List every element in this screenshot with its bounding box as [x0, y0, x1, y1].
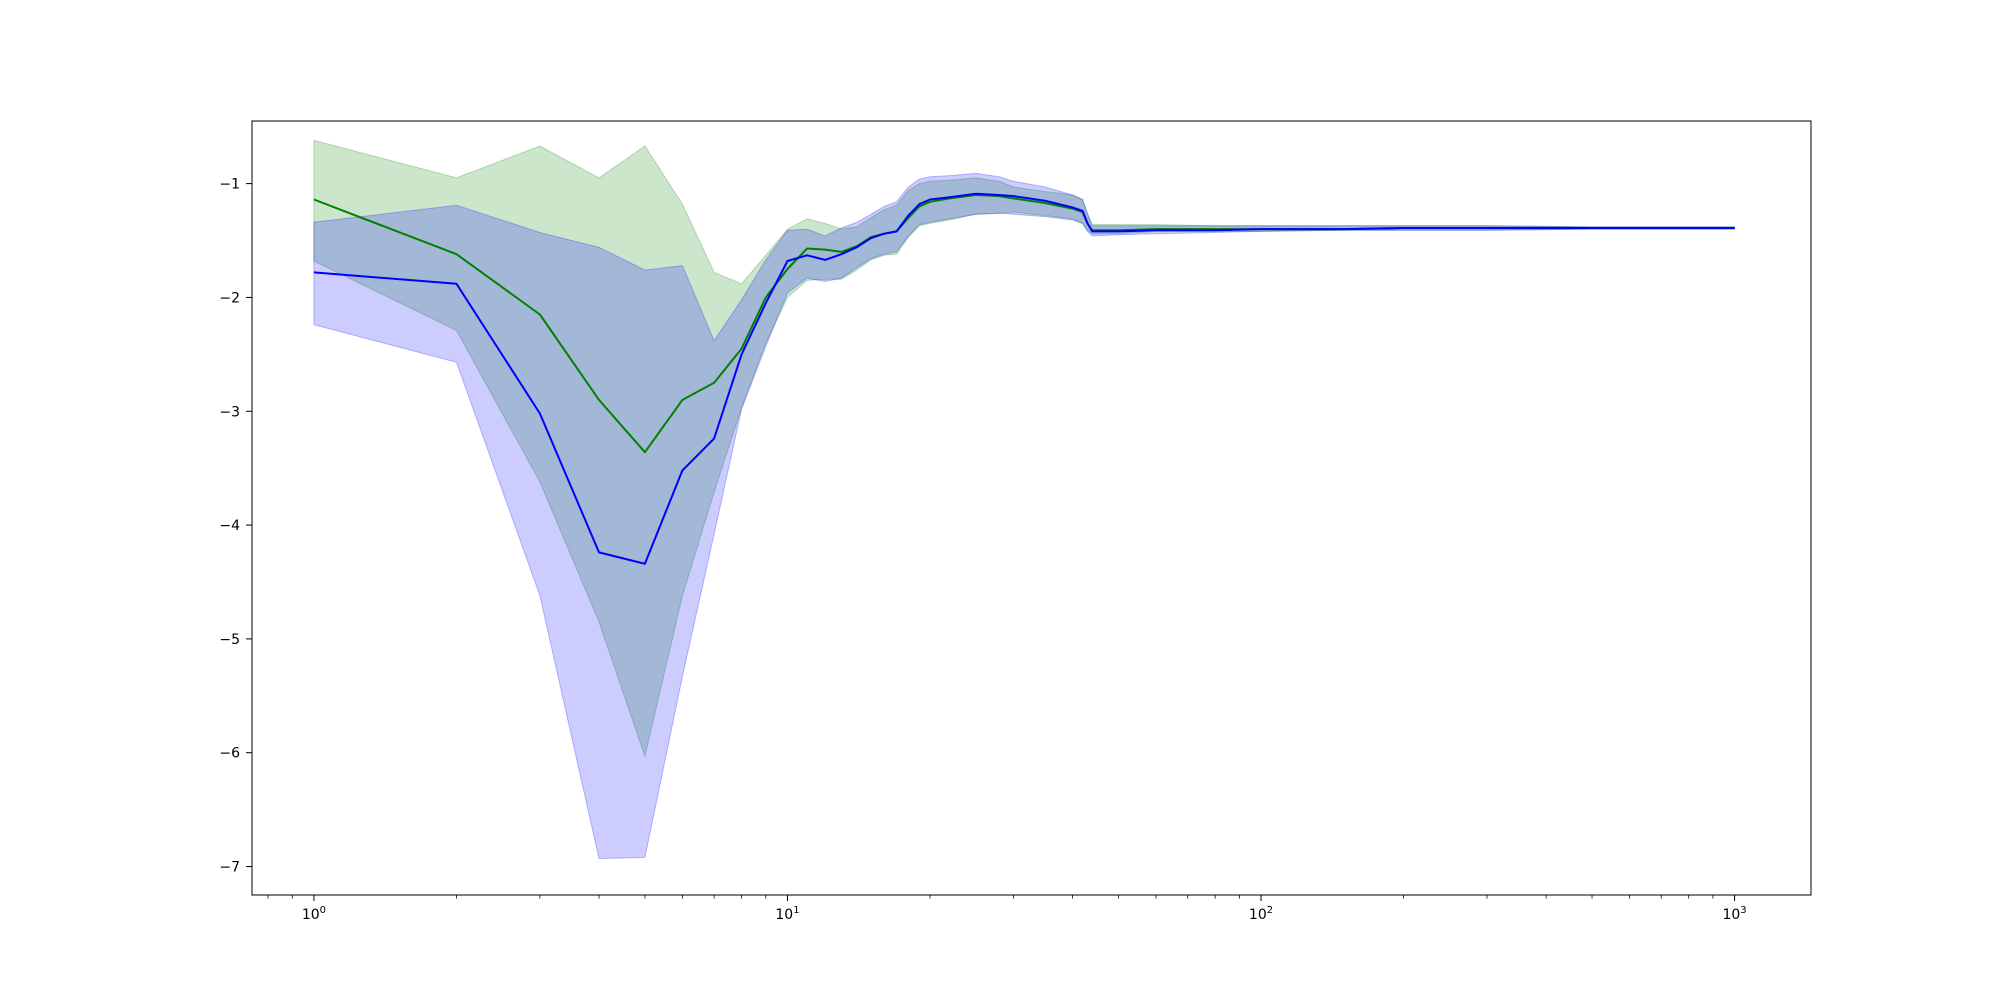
- band-series-2: [313, 172, 1736, 860]
- y-tick-label: −6: [219, 746, 240, 762]
- x-tick-label: 103: [1722, 905, 1746, 923]
- band-series-1: [313, 139, 1736, 758]
- y-tick-label: −3: [219, 404, 240, 420]
- y-tick-label: −7: [219, 860, 240, 876]
- plot-frame: [251, 120, 1812, 896]
- line-series-1: [313, 194, 1735, 454]
- line-series-2: [313, 192, 1735, 565]
- x-tick-label: 102: [1249, 905, 1273, 923]
- series-lines: [313, 192, 1735, 565]
- confidence-bands: [313, 139, 1736, 860]
- x-tick-label: 101: [775, 905, 799, 923]
- x-tick-label: 100: [302, 905, 326, 923]
- x-axis: 100 101 102 103: [267, 895, 1747, 923]
- y-tick-label: −4: [219, 518, 240, 534]
- y-tick-label: −5: [219, 632, 240, 648]
- y-axis: −1 −2 −3 −4 −5 −6 −7: [219, 177, 252, 876]
- y-tick-label: −2: [219, 290, 240, 306]
- y-tick-label: −1: [219, 177, 240, 193]
